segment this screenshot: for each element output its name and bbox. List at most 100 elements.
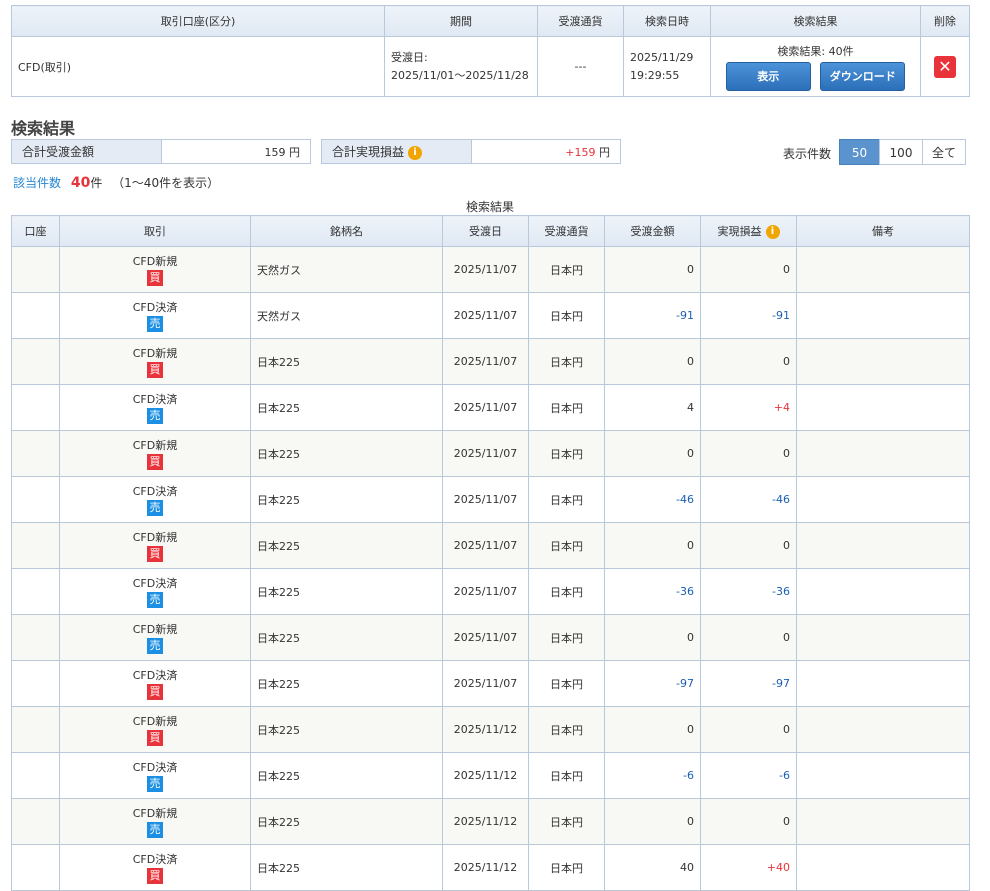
delivery-date: 2025/11/07: [442, 384, 529, 431]
count-line: 該当件数 40件 （1～40件を表示）: [13, 174, 219, 191]
info-icon[interactable]: i: [765, 225, 780, 239]
currency: 日本円: [528, 614, 605, 661]
page-size-option[interactable]: 100: [879, 139, 923, 165]
instrument: 日本225: [250, 798, 443, 845]
account-cell: [11, 246, 60, 293]
note: [796, 844, 970, 891]
note: [796, 706, 970, 753]
currency: 日本円: [528, 430, 605, 477]
search-datetime: 2025/11/29 19:29:55: [623, 36, 711, 97]
trade-type: CFD新規: [132, 254, 178, 268]
search-date: 2025/11/29: [630, 50, 694, 64]
account-cell: [11, 844, 60, 891]
account-cell: [11, 430, 60, 477]
results-table: 口座 取引 銘柄名 受渡日 受渡通貨 受渡金額 実現損益 i 備考 CFD新規買天然ガス 2025/…: [11, 215, 970, 891]
pnl: -36: [700, 568, 797, 615]
account: CFD(取引): [11, 36, 385, 97]
amount: -91: [604, 292, 701, 339]
side-badge: 買: [147, 729, 163, 746]
pnl: -97: [700, 660, 797, 707]
unit: 円: [289, 146, 300, 159]
currency: ---: [537, 36, 624, 97]
instrument: 天然ガス: [250, 292, 443, 339]
side-badge: 買: [147, 361, 163, 378]
trade-cell: CFD決済売: [59, 476, 251, 523]
header-cell: 実現損益 i: [700, 215, 797, 247]
show-button[interactable]: 表示: [725, 61, 811, 91]
pnl: 0: [700, 522, 797, 569]
download-button[interactable]: ダウンロード: [820, 61, 906, 91]
amount: -6: [604, 752, 701, 799]
header-cell: 取引: [59, 215, 251, 247]
count-range: （1～40件を表示）: [112, 176, 220, 190]
result-row: CFD決済売日本225 2025/11/12 日本円 -6 -6: [11, 752, 970, 799]
delivery-date: 2025/11/07: [442, 614, 529, 661]
results-body: 口座 取引 銘柄名 受渡日 受渡通貨 受渡金額 実現損益 i 備考 CFD新規買天然ガス 2025/…: [11, 215, 970, 891]
header-text: 口座: [24, 225, 47, 238]
result-row: CFD新規買日本225 2025/11/07 日本円 0 0: [11, 430, 970, 477]
header-text: 銘柄名: [330, 225, 363, 238]
results-caption: 検索結果: [465, 200, 514, 214]
note: [796, 476, 970, 523]
pnl: +40: [700, 844, 797, 891]
currency: 日本円: [528, 844, 605, 891]
result-row: CFD決済買日本225 2025/11/12 日本円 40 +40: [11, 844, 970, 891]
info-icon[interactable]: i: [408, 145, 423, 160]
note: [796, 384, 970, 431]
side-badge: 売: [147, 821, 163, 838]
instrument: 日本225: [250, 430, 443, 477]
trade-cell: CFD新規売: [59, 614, 251, 661]
note: [796, 798, 970, 845]
delivery-date: 2025/11/12: [442, 752, 529, 799]
side-badge: 買: [147, 545, 163, 562]
result-row: CFD新規売日本225 2025/11/12 日本円 0 0: [11, 798, 970, 845]
total-pnl-label-box: 合計実現損益 i: [321, 139, 472, 164]
instrument: 日本225: [250, 614, 443, 661]
pnl: 0: [700, 614, 797, 661]
delivery-date: 2025/11/07: [442, 522, 529, 569]
results-header: 口座 取引 銘柄名 受渡日 受渡通貨 受渡金額 実現損益 i 備考: [11, 215, 970, 247]
trade-type: CFD新規: [132, 806, 178, 820]
pnl: 0: [700, 338, 797, 385]
header-cell: 検索日時: [623, 5, 711, 37]
note: [796, 338, 970, 385]
account-cell: [11, 752, 60, 799]
side-badge: 売: [147, 407, 163, 424]
result-row: CFD新規買日本225 2025/11/07 日本円 0 0: [11, 522, 970, 569]
delivery-date: 2025/11/12: [442, 798, 529, 845]
currency: 日本円: [528, 706, 605, 753]
header-cell: 受渡通貨: [528, 215, 605, 247]
amount: 40: [604, 844, 701, 891]
trade-cell: CFD決済売: [59, 568, 251, 615]
total-amount-label: 合計受渡金額: [11, 139, 162, 164]
query-row: CFD(取引) 受渡日: 2025/11/01～2025/11/28 --- 20…: [11, 36, 970, 97]
pnl: 0: [700, 430, 797, 477]
delivery-date: 2025/11/12: [442, 706, 529, 753]
amount: 0: [604, 614, 701, 661]
trade-cell: CFD新規買: [59, 522, 251, 569]
amount: 0: [604, 246, 701, 293]
page-size-option[interactable]: 全て: [922, 139, 966, 165]
note: [796, 614, 970, 661]
side-badge: 売: [147, 637, 163, 654]
account-cell: [11, 384, 60, 431]
query-header: 取引口座(区分) 期間 受渡通貨 検索日時 検索結果 削除: [11, 5, 970, 37]
amount: -97: [604, 660, 701, 707]
pnl: 0: [700, 798, 797, 845]
delete-button[interactable]: ✕: [934, 55, 956, 78]
amount: 0: [604, 338, 701, 385]
page-size-label: 表示件数: [783, 147, 832, 161]
header-cell: 銘柄名: [250, 215, 443, 247]
trade-cell: CFD決済売: [59, 752, 251, 799]
delivery-date: 2025/11/07: [442, 246, 529, 293]
trade-cell: CFD新規買: [59, 706, 251, 753]
instrument: 天然ガス: [250, 246, 443, 293]
delivery-date: 2025/11/07: [442, 568, 529, 615]
total-amount: 159: [264, 146, 286, 159]
header-cell: 取引口座(区分): [11, 5, 385, 37]
page-size-option[interactable]: 50: [839, 139, 880, 165]
trade-type: CFD決済: [132, 668, 178, 682]
currency: 日本円: [528, 522, 605, 569]
pnl: 0: [700, 246, 797, 293]
header-text: 取引: [144, 225, 166, 238]
